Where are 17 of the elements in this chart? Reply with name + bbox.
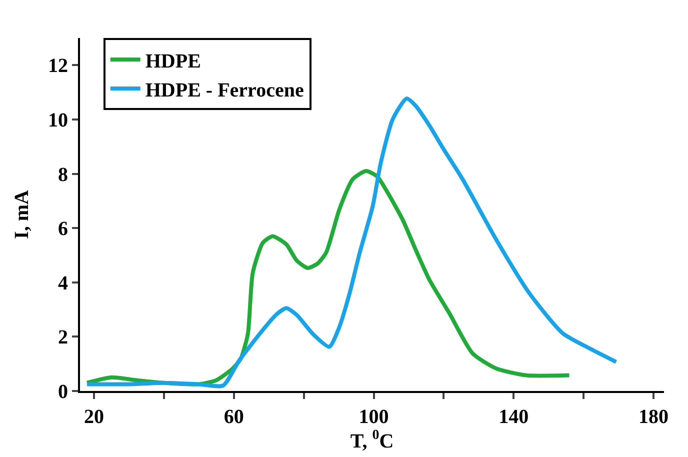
y-tick-label: 4	[58, 272, 68, 294]
line-series	[84, 96, 618, 388]
y-tick-label: 12	[48, 55, 68, 78]
x-tick-label: 20	[84, 406, 104, 428]
legend-label: HDPE - Ferrocene	[145, 79, 304, 102]
x-tick-label: 140	[498, 406, 529, 428]
y-tick-label: 2	[58, 326, 68, 349]
x-axis-title: T, $^{0}$C	[350, 428, 394, 452]
y-axis-title: I, mA	[11, 190, 33, 239]
y-tick-label: 6	[58, 218, 68, 240]
y-tick-label: 8	[58, 164, 68, 186]
x-tick-label: 60	[224, 406, 244, 428]
x-tick-label: 180	[638, 406, 669, 428]
legend-label: HDPE	[145, 50, 201, 72]
y-tick-label: 0	[58, 381, 68, 403]
y-tick-label: 10	[48, 109, 68, 132]
x-tick-label: 100	[358, 406, 389, 428]
